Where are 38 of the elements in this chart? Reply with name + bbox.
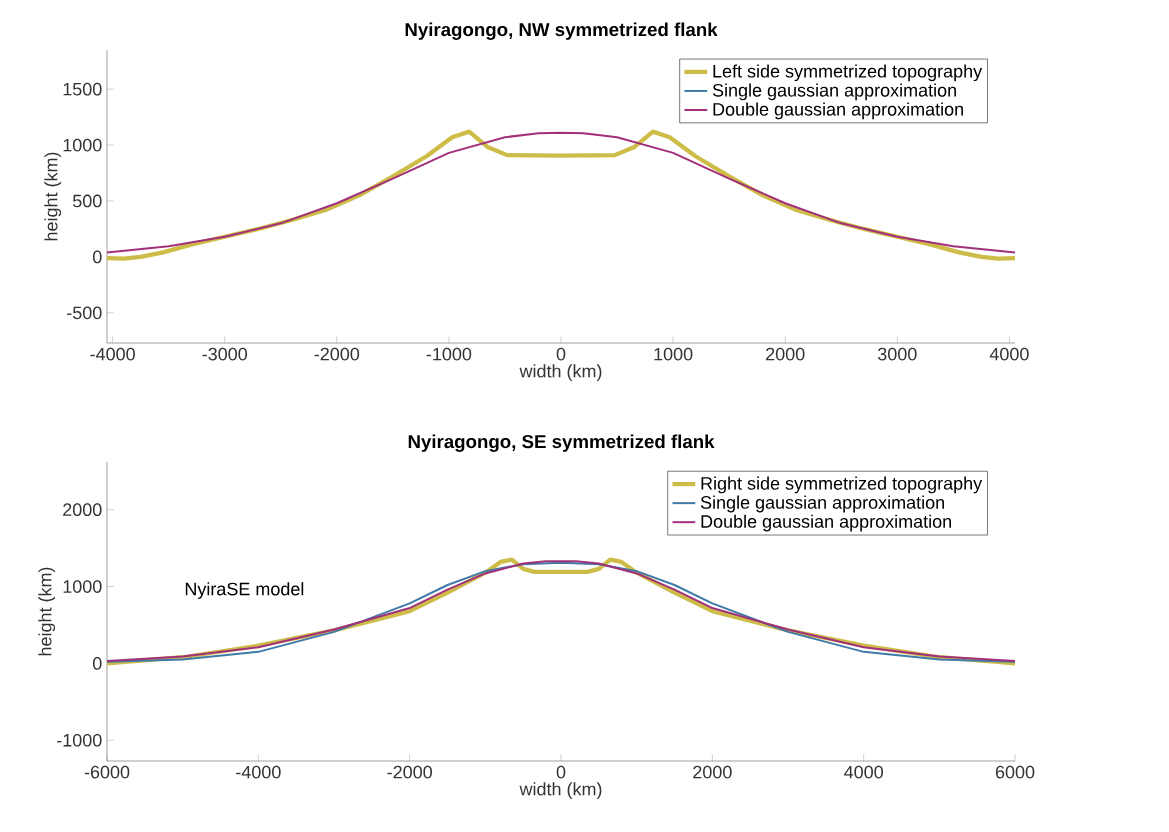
y-tick-label: 0 (92, 657, 102, 670)
x-tick-label: -2000 (387, 765, 432, 779)
x-tick-label: 4000 (844, 765, 883, 779)
x-tick-label: 1000 (654, 347, 693, 361)
x-tick-label: 2000 (693, 765, 732, 779)
y-tick-label: 1500 (63, 82, 102, 96)
x-tick-label: -4000 (236, 765, 281, 779)
y-tick-label: -1000 (57, 733, 102, 747)
y-tick-label: 1000 (63, 138, 102, 152)
legend-label: Single gaussian approximation (700, 495, 944, 513)
y-tick-label: 0 (92, 250, 102, 264)
x-tick-label: 3000 (877, 347, 917, 361)
y-tick-label: -500 (67, 306, 102, 320)
annotation: NyiraSE model (185, 582, 304, 599)
x-tick-label: -2000 (314, 347, 360, 361)
legend-label: Single gaussian approximation (712, 83, 956, 101)
x-tick-label: -6000 (84, 765, 130, 779)
x-tick-label: 0 (556, 765, 566, 779)
y-tick-label: 2000 (63, 503, 102, 517)
x-tick-label: 4000 (989, 347, 1029, 361)
x-axis-title: width (km) (519, 364, 602, 382)
legend-label: Left side symmetrized topography (713, 64, 983, 82)
legend-label: Double gaussian approximation (701, 514, 951, 532)
legend-label: Double gaussian approximation (713, 102, 963, 120)
x-tick-label: -3000 (202, 347, 248, 361)
y-axis-title: height (km) (38, 567, 56, 656)
chart-title: Nyiragongo, SE symmetrized flank (408, 434, 715, 452)
x-tick-label: -4000 (90, 347, 135, 361)
x-tick-label: 0 (556, 347, 566, 361)
y-tick-label: 1000 (63, 580, 102, 593)
x-tick-label: 6000 (995, 765, 1035, 779)
x-tick-label: -1000 (426, 347, 472, 361)
y-tick-label: 500 (72, 194, 102, 208)
x-axis-title: width (km) (519, 782, 602, 800)
x-tick-label: 2000 (766, 347, 805, 361)
y-axis-title: height (km) (44, 152, 62, 241)
chart-title: Nyiragongo, NW symmetrized flank (405, 22, 718, 40)
legend-label: Right side symmetrized topography (701, 476, 983, 494)
